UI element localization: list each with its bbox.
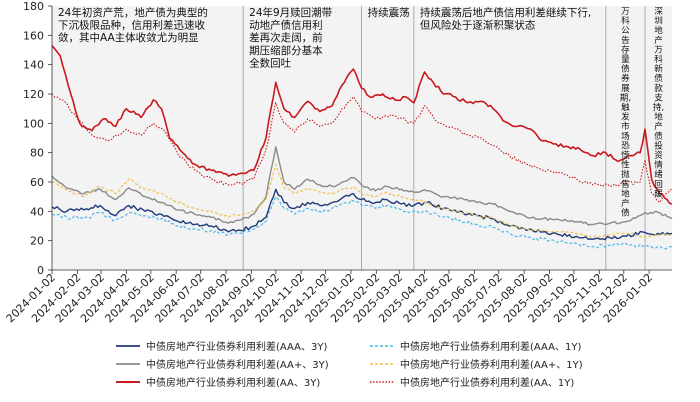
annotation-4-line-14: 恐 — [621, 140, 630, 151]
y-tick-label-40: 40 — [30, 205, 44, 218]
legend: 中债房地产行业债券利用利差(AAA、3Y) 中债房地产行业债券利用利差(AAA、1… — [116, 340, 583, 389]
annotation-5-line-9: 支 — [654, 91, 663, 103]
y-tick-label-180: 180 — [23, 0, 44, 13]
annotation-4-line-15: 慌 — [621, 149, 630, 161]
y-tick-label-100: 100 — [23, 117, 44, 130]
annotation-4-line-8: 展 — [621, 83, 630, 94]
legend-label-4: 中债房地产行业债券利用利差(AA、3Y) — [146, 376, 320, 389]
annotation-4-line-0: 万 — [621, 7, 630, 17]
annotation-4-line-7: 券 — [621, 72, 630, 84]
annotation-4-line-4: 存 — [621, 43, 630, 55]
annotation-4-line-6: 债 — [621, 63, 630, 75]
annotation-4-line-17: 抛 — [621, 168, 630, 180]
legend-label-3: 中债房地产行业债券利用利差(AA+、1Y) — [400, 358, 583, 371]
legend-label-0: 中债房地产行业债券利用利差(AAA、3Y) — [146, 340, 327, 353]
series-layer — [51, 45, 673, 250]
y-tick-label-20: 20 — [30, 235, 44, 248]
annotation-5-line-6: 新 — [654, 63, 663, 75]
annotation-2-line-0: 持续震荡 — [368, 6, 410, 19]
annotation-5-line-11: 地 — [654, 111, 663, 123]
annotation-5-line-5: 科 — [654, 53, 663, 65]
annotation-4-line-20: 产 — [621, 197, 630, 209]
annotation-4-line-9: 期, — [620, 92, 631, 103]
annotation-4-line-18: 售 — [621, 178, 630, 190]
series-line-4 — [51, 45, 673, 205]
annotation-5-line-12: 产 — [654, 120, 663, 132]
annotation-1-line-0: 24年9月赎回潮带 — [249, 6, 332, 19]
annotation-5-line-13: 债 — [654, 130, 663, 142]
annotation-5-line-18: 回 — [654, 179, 663, 190]
y-tick-label-80: 80 — [30, 147, 44, 160]
annotation-5-line-19: 暖 — [654, 188, 663, 199]
legend-label-2: 中债房地产行业债券利用利差(AA+、3Y) — [146, 358, 329, 371]
y-tick-label-120: 120 — [23, 88, 44, 101]
annotation-5-line-17: 绪 — [654, 168, 663, 180]
y-tick-label-160: 160 — [23, 29, 44, 42]
y-tick-label-60: 60 — [30, 176, 44, 189]
annotation-4-line-16: 性 — [621, 159, 630, 171]
annotation-5-line-3: 产 — [654, 34, 663, 46]
annotation-5-line-4: 万 — [654, 45, 663, 55]
annotation-1-line-3: 期压缩部分基本 — [249, 44, 323, 57]
annotation-5-line-16: 情 — [654, 159, 663, 171]
series-line-2 — [51, 146, 673, 226]
annotation-5-line-7: 债 — [654, 72, 663, 84]
annotation-5-line-0: 深 — [654, 6, 663, 17]
annotation-4-line-5: 量 — [621, 54, 630, 65]
legend-label-1: 中债房地产行业债券利用利差(AAA、1Y) — [400, 340, 581, 353]
series-line-0 — [51, 188, 673, 241]
annotation-5-line-1: 圳 — [654, 16, 663, 27]
annotation-0-line-2: 敛，其中AA主体收敛尤为明显 — [58, 31, 199, 44]
annotation-4-line-2: 公 — [621, 26, 630, 36]
annotation-5-line-8: 款 — [654, 82, 663, 94]
annotation-3-line-1: 但风险处于逐渐积聚状态 — [420, 19, 536, 32]
legend-label-5: 中债房地产行业债券利用利差(AA、1Y) — [400, 376, 574, 389]
annotation-4-line-21: 债 — [621, 207, 630, 219]
annotation-0-line-0: 24年初资产荒，地产债为典型的 — [58, 6, 208, 19]
annotation-0: 24年初资产荒，地产债为典型的下沉极限品种，信用利差迅速收敛，其中AA主体收敛尤… — [58, 6, 208, 44]
annotation-5-line-14: 投 — [654, 139, 663, 151]
annotation-4-line-19: 地 — [621, 187, 630, 199]
annotation-4-line-13: 场 — [621, 131, 630, 142]
period-dividers — [242, 6, 646, 270]
y-tick-label-140: 140 — [23, 59, 44, 72]
series-line-5 — [51, 93, 673, 204]
annotation-0-line-1: 下沉极限品种，信用利差迅速收 — [58, 19, 205, 32]
annotation-1-line-2: 差再次走阔，前 — [249, 31, 323, 44]
series-line-1 — [51, 196, 673, 250]
annotation-3: 持续震荡后地产债信用利差继续下行,但风险处于逐渐积聚状态 — [420, 6, 591, 32]
annotation-4-line-1: 科 — [621, 15, 630, 27]
series-line-3 — [51, 163, 673, 239]
annotation-5-line-10: 持, — [653, 101, 664, 113]
annotation-3-line-0: 持续震荡后地产债信用利差继续下行, — [420, 6, 591, 19]
annotation-layer: 24年初资产荒，地产债为典型的下沉极限品种，信用利差迅速收敛，其中AA主体收敛尤… — [58, 6, 664, 219]
annotation-4-line-11: 发 — [621, 111, 630, 123]
y-tick-label-0: 0 — [37, 264, 44, 277]
annotation-5-line-15: 资 — [654, 150, 663, 161]
annotation-2: 持续震荡 — [368, 6, 410, 19]
annotation-4-line-10: 触 — [621, 101, 630, 113]
annotation-4-line-3: 告 — [621, 34, 630, 46]
plot-background — [52, 6, 672, 270]
annotation-5-line-2: 地 — [654, 24, 663, 36]
annotation-1-line-1: 动地产债信用利 — [249, 19, 323, 32]
annotation-4-line-12: 市 — [621, 120, 630, 132]
annotation-1-line-4: 全数回吐 — [249, 56, 291, 69]
